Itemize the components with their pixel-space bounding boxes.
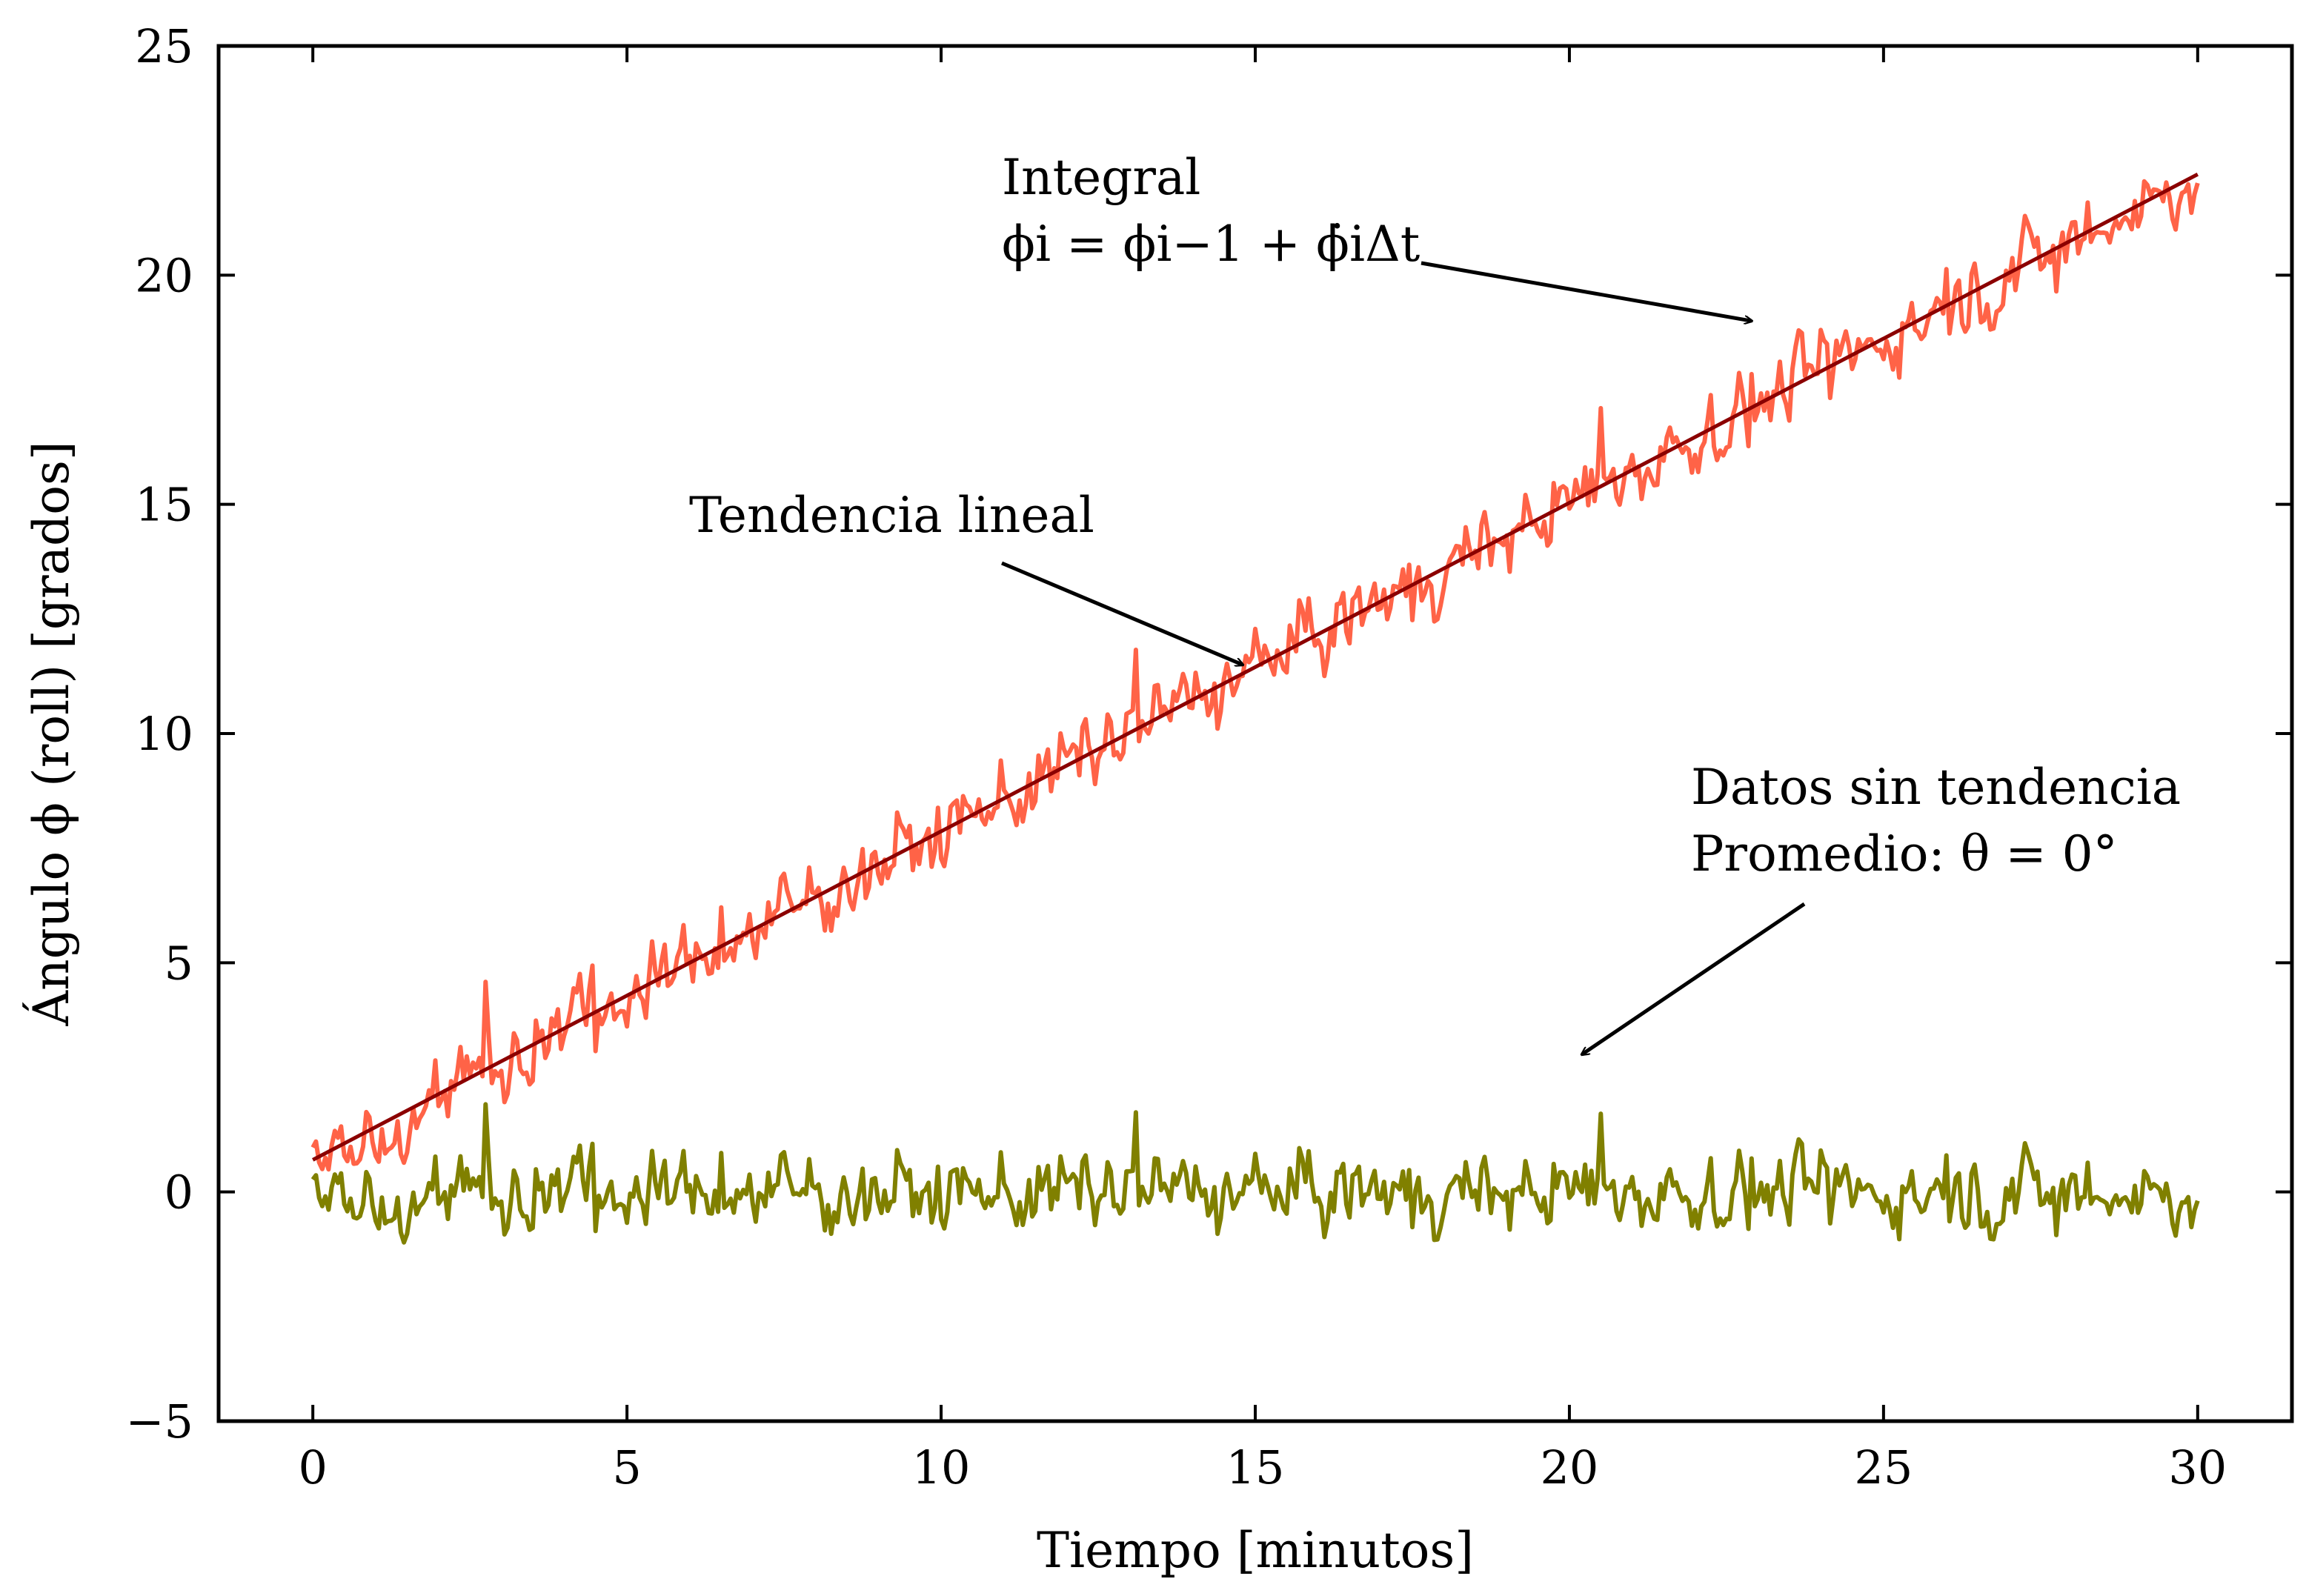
x-tick-label: 5 <box>612 1440 641 1494</box>
x-axis-label: Tiempo [minutos] <box>1037 1522 1474 1579</box>
annotation-integral: Integral ϕi = ϕi−1 + ϕ̇iΔt <box>1002 149 1752 321</box>
annotation-sin-tendencia-text: Promedio: θ = 0° <box>1691 825 2118 882</box>
annotation-integral-arrow <box>1421 261 1752 321</box>
annotation-tendencia: Tendencia lineal <box>689 487 1243 665</box>
x-tick-label: 15 <box>1226 1440 1285 1494</box>
y-tick-label: 0 <box>165 1166 193 1220</box>
y-tick-label: 10 <box>135 707 193 761</box>
annotation-sin-tendencia-text: Datos sin tendencia <box>1691 759 2181 816</box>
y-tick-label: 5 <box>165 936 193 990</box>
y-tick-label: 20 <box>135 248 193 302</box>
x-tick-label: 10 <box>912 1440 971 1494</box>
annotation-sin-tendencia-arrow <box>1582 902 1806 1054</box>
series-trend-line <box>312 173 2199 1162</box>
annotation-tendencia-arrow <box>1001 561 1243 665</box>
annotation-tendencia-text: Tendencia lineal <box>689 487 1094 544</box>
y-axis-label: Ángulo ϕ (roll) [grados] <box>23 441 80 1026</box>
annotation-layer: Integral ϕi = ϕi−1 + ϕ̇iΔt Tendencia linea… <box>689 149 2181 1054</box>
series-integral-line <box>310 179 2200 1172</box>
annotation-integral-text: ϕi = ϕi−1 + ϕ̇iΔt <box>1002 216 1420 273</box>
annotation-sin-tendencia: Datos sin tendencia Promedio: θ = 0° <box>1582 759 2181 1054</box>
x-tick-label: 30 <box>2168 1440 2227 1494</box>
annotation-integral-text: Integral <box>1002 149 1200 206</box>
y-tick-label: 25 <box>135 19 193 73</box>
y-tick-label: −5 <box>126 1394 193 1449</box>
x-tick-label: 25 <box>1854 1440 1913 1494</box>
series-detrended-line <box>310 1102 2200 1245</box>
tick-layer: 0 5 10 15 20 25 30 −5 0 5 10 15 20 25 <box>126 19 2292 1494</box>
x-tick-label: 20 <box>1540 1440 1598 1494</box>
series-layer <box>310 173 2200 1245</box>
y-tick-label: 15 <box>135 478 193 532</box>
x-tick-label: 0 <box>298 1440 327 1494</box>
